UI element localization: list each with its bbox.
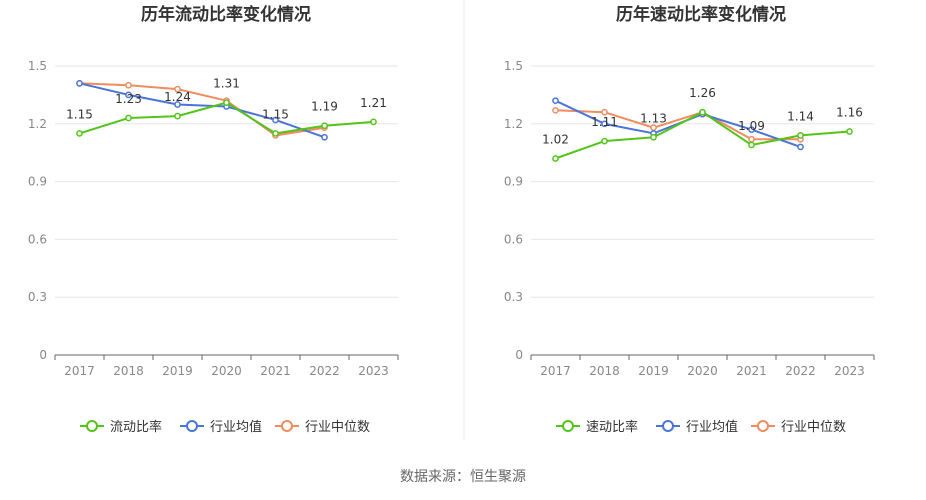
- x-tick-label: 2018: [589, 364, 620, 378]
- data-point: [552, 155, 559, 162]
- y-tick-label: 1.5: [28, 59, 47, 73]
- x-tick-label: 2022: [785, 364, 816, 378]
- legend-label: 行业均值: [686, 419, 738, 435]
- data-label: 1.11: [591, 115, 618, 129]
- data-point: [125, 114, 132, 122]
- legend-item-3: 行业中位数: [275, 420, 370, 435]
- data-point: [601, 108, 608, 116]
- data-label: 1.24: [164, 90, 191, 104]
- data-label: 1.02: [542, 132, 569, 146]
- data-point: [76, 130, 83, 137]
- legend-item-3: 行业中位数: [751, 420, 846, 435]
- y-tick-label: 0.6: [504, 232, 523, 246]
- y-tick-label: 0.6: [28, 232, 47, 246]
- x-tick-label: 2018: [113, 364, 144, 378]
- legend-item-2: 行业均值: [180, 419, 262, 435]
- x-tick-label: 2019: [638, 364, 669, 378]
- x-tick-label: 2021: [736, 364, 767, 378]
- data-point: [748, 141, 755, 149]
- legend-item-2: 行业均值: [656, 419, 738, 435]
- chart-panel-1: 历年流动比率变化情况 0 0.3 0.6 0.9 1.2 1.5 2017 2018 2019 20…: [28, 4, 399, 435]
- data-label: 1.13: [640, 111, 667, 125]
- data-point: [321, 133, 328, 141]
- legend-label: 流动比率: [110, 419, 162, 435]
- legend-label: 行业均值: [210, 419, 262, 435]
- data-point: [601, 120, 608, 128]
- data-point: [272, 130, 279, 137]
- data-label: 1.15: [66, 107, 93, 121]
- data-point: [552, 106, 559, 114]
- legend-marker: [186, 420, 198, 432]
- data-point: [125, 81, 132, 89]
- data-label: 1.16: [836, 106, 863, 120]
- y-tick-label: 0: [39, 348, 47, 362]
- x-tick-label: 2017: [540, 364, 571, 378]
- y-tick-label: 0.3: [504, 290, 523, 304]
- data-point: [174, 85, 181, 93]
- data-point: [650, 133, 657, 141]
- data-point: [797, 132, 804, 139]
- x-tick-label: 2021: [260, 364, 291, 378]
- data-point: [223, 99, 230, 106]
- x-tick-label: 2017: [64, 364, 95, 378]
- data-label: 1.19: [311, 100, 338, 114]
- series-line-2: [79, 82, 325, 139]
- legend-label: 行业中位数: [781, 420, 846, 435]
- legend-label: 行业中位数: [305, 420, 370, 435]
- y-tick-label: 0.9: [28, 175, 47, 189]
- series-line-3: [555, 109, 801, 141]
- y-tick-label: 0: [515, 348, 523, 362]
- data-point: [272, 116, 279, 124]
- data-label: 1.26: [689, 86, 716, 100]
- data-point: [321, 122, 328, 130]
- legend-marker: [562, 420, 574, 432]
- data-point: [748, 135, 755, 143]
- y-tick-label: 1.2: [28, 117, 47, 131]
- data-point: [650, 124, 657, 132]
- legend-label: 速动比率: [586, 419, 638, 435]
- data-source-note: 数据来源：恒生聚源: [400, 469, 526, 485]
- legend-item-1: 流动比率: [80, 419, 162, 435]
- legend-marker: [86, 420, 98, 432]
- data-label: 1.31: [213, 77, 240, 91]
- chart-title: 历年流动比率变化情况: [141, 4, 311, 25]
- chart-title: 历年速动比率变化情况: [616, 4, 786, 25]
- data-label: 1.23: [115, 92, 142, 106]
- data-point: [699, 108, 706, 116]
- data-label: 1.09: [738, 119, 765, 133]
- data-point: [797, 143, 804, 151]
- data-label: 1.15: [262, 107, 289, 121]
- data-point: [125, 91, 132, 99]
- data-label: 1.21: [360, 96, 387, 110]
- data-label: 1.14: [787, 109, 814, 123]
- data-point: [76, 79, 83, 87]
- y-tick-label: 1.5: [504, 59, 523, 73]
- x-tick-label: 2020: [687, 364, 718, 378]
- legend-marker: [662, 420, 674, 432]
- data-point: [748, 126, 755, 133]
- x-tick-label: 2020: [211, 364, 242, 378]
- series-line-3: [79, 82, 325, 137]
- legend-marker: [281, 420, 293, 432]
- y-tick-label: 1.2: [504, 117, 523, 131]
- chart-panel-2: 历年速动比率变化情况 0 0.3 0.6 0.9 1.2 1.5 2017 2018 2019 20…: [504, 4, 875, 435]
- data-point: [174, 112, 181, 120]
- x-tick-label: 2022: [309, 364, 340, 378]
- legend-item-1: 速动比率: [556, 419, 638, 435]
- y-tick-label: 0.9: [504, 175, 523, 189]
- y-tick-label: 0.3: [28, 290, 47, 304]
- data-point: [846, 128, 853, 135]
- legend-marker: [757, 420, 769, 432]
- data-point: [174, 101, 181, 108]
- x-tick-label: 2023: [358, 364, 389, 378]
- x-tick-label: 2023: [834, 364, 865, 378]
- data-point: [370, 118, 377, 126]
- data-point: [601, 137, 608, 145]
- data-point: [552, 97, 559, 105]
- x-tick-label: 2019: [162, 364, 193, 378]
